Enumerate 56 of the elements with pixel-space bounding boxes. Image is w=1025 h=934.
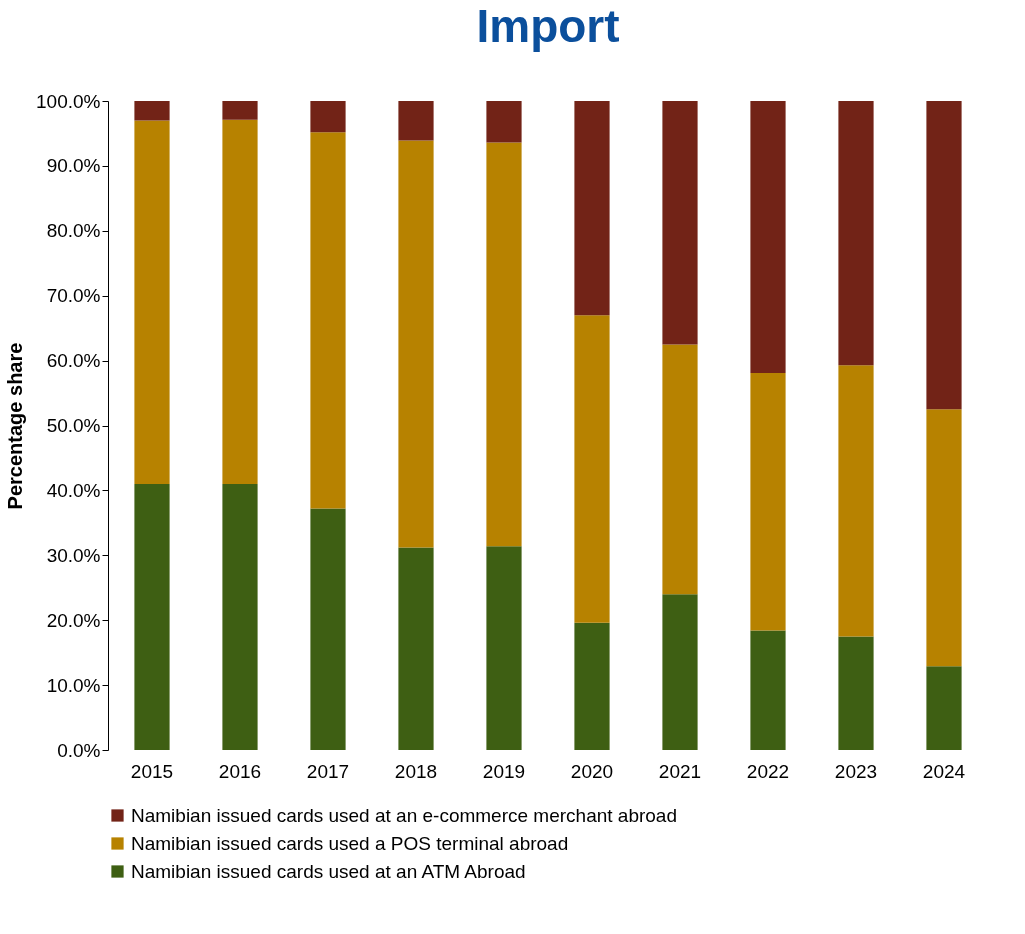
bar [574, 315, 610, 623]
y-tick-label: 30.0% [46, 544, 101, 566]
bar [926, 101, 962, 410]
x-tick-label: 2022 [746, 760, 790, 782]
x-tick-label: 2015 [130, 760, 174, 782]
x-tick-label: 2024 [922, 760, 966, 782]
y-tick-label: 0.0% [57, 739, 101, 761]
bar [310, 132, 346, 509]
x-tick-label: 2017 [306, 760, 350, 782]
bar [222, 483, 258, 750]
bar [926, 409, 962, 667]
x-tick-label: 2019 [482, 760, 526, 782]
x-tick-label: 2021 [658, 760, 702, 782]
x-tick-label: 2020 [570, 760, 614, 782]
y-tick-label: 50.0% [46, 415, 101, 436]
bar [838, 365, 874, 637]
x-tick-label: 2023 [834, 760, 878, 782]
bar [926, 666, 962, 750]
bar [838, 101, 874, 366]
bar [750, 101, 786, 373]
y-tick-label: 80.0% [46, 220, 101, 242]
y-tick-label: 40.0% [46, 479, 101, 501]
bar [398, 101, 434, 141]
y-tick-label: 90.0% [46, 155, 101, 177]
x-tick-label: 2016 [218, 760, 262, 782]
y-axis-title: Percentage share [4, 342, 27, 510]
bar [662, 101, 698, 345]
bar [574, 101, 610, 316]
y-tick-label: 60.0% [46, 350, 101, 372]
legend-label: Namibian issued cards used at an e-commerce merchant abroad [131, 804, 677, 826]
bar [838, 636, 874, 750]
bar [574, 622, 610, 750]
bar [486, 101, 522, 143]
bar [486, 142, 522, 547]
bar [134, 120, 170, 484]
bar [750, 372, 786, 631]
legend-label: Namibian issued cards used a POS terminal abroad [131, 832, 569, 854]
y-tick-label: 10.0% [46, 674, 101, 696]
chart-title: Import [476, 0, 620, 52]
bar [222, 119, 258, 484]
bar [310, 508, 346, 750]
bar [486, 546, 522, 750]
y-tick-label: 70.0% [46, 285, 101, 307]
bar [662, 344, 698, 595]
bar [310, 101, 346, 133]
bar [134, 483, 170, 750]
bar [750, 630, 786, 750]
bar [398, 140, 434, 548]
x-tick-label: 2018 [394, 760, 438, 782]
bar [222, 101, 258, 120]
legend-label: Namibian issued cards used at an ATM Abroad [131, 860, 526, 882]
bar [398, 547, 434, 750]
bar [134, 101, 170, 121]
y-tick-label: 100.0% [36, 90, 101, 112]
bar [662, 594, 698, 750]
y-tick-label: 20.0% [46, 609, 101, 631]
